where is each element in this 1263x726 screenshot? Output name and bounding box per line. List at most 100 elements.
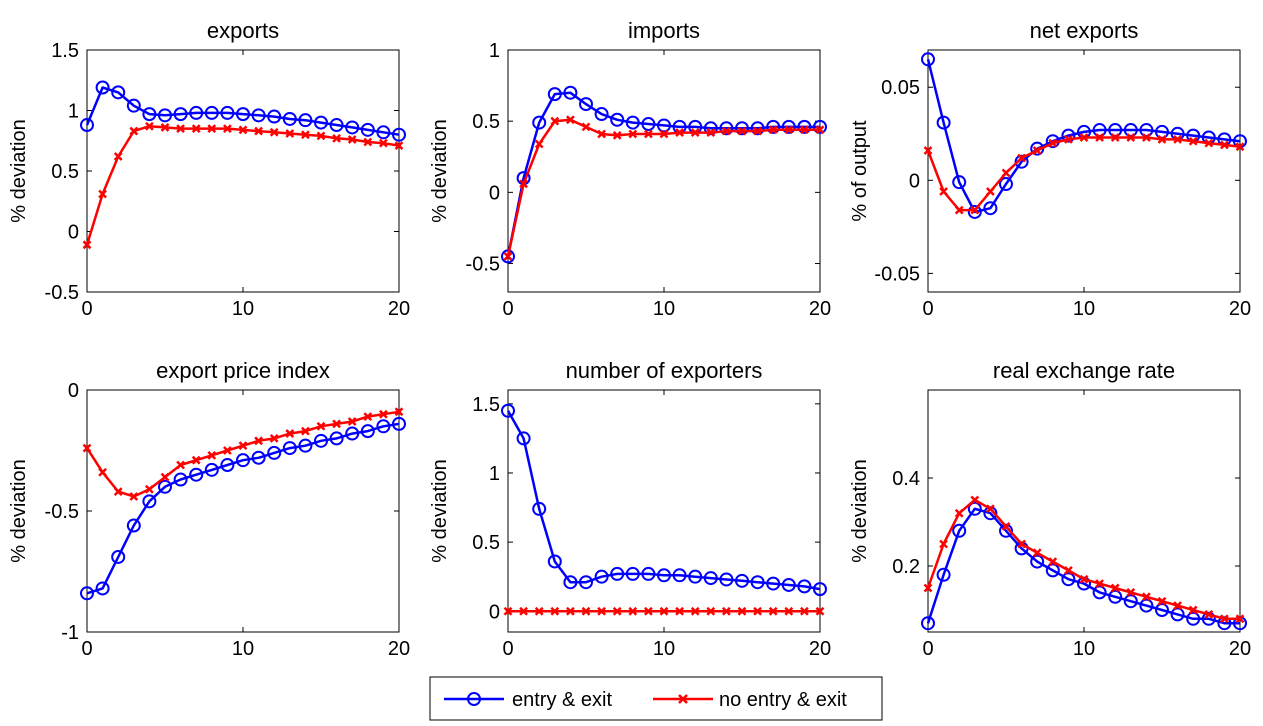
data-point [394,407,404,417]
data-point [1188,605,1198,615]
y-tick-label: 0.5 [472,532,500,554]
legend-entry-2: no entry & exit [653,689,847,711]
data-point [363,137,373,147]
data-point [314,115,328,130]
data-point [1001,522,1011,531]
x-tick-label: 0 [922,638,933,660]
data-point [1139,598,1154,613]
y-tick-label: -0.05 [874,263,920,285]
data-point [207,124,217,134]
data-point [126,98,141,113]
data-point [719,572,734,587]
y-tick-label: 0.2 [892,556,920,578]
data-point [392,416,406,431]
plot-area [86,389,400,633]
y-tick-label: 0.05 [881,77,920,99]
x-tick-label: 10 [653,638,675,660]
data-point [332,419,341,429]
data-point [815,606,825,616]
x-tick-label: 20 [1229,638,1251,660]
legend-label-1: entry & exit [512,689,612,711]
data-point [1220,140,1229,150]
y-axis-label: % of output [849,120,871,222]
data-point [657,118,671,133]
data-point [628,129,638,139]
data-point [145,484,154,494]
x-tick-label: 20 [388,638,410,660]
data-point [238,441,248,451]
data-point [345,120,360,135]
subplot-6: real exchange rate % deviation 0 10 20 0.2 0.4 [849,358,1251,660]
data-point [921,616,935,631]
data-point [363,412,373,422]
y-tick-label: 1.5 [472,394,500,416]
y-tick-label: 1 [68,101,79,123]
data-point [800,606,809,616]
data-point [345,426,360,441]
x-tick-label: 10 [653,298,675,320]
data-point [641,117,656,132]
data-point [737,126,747,136]
chart-title: exports [207,18,279,43]
data-point [610,566,625,581]
data-point [207,450,217,460]
data-point [1204,610,1214,619]
data-point [1110,133,1120,142]
data-point [173,472,188,487]
subplot-4: export price index % deviation 0 10 20 -1 -0.5… [8,358,410,660]
data-point [1014,154,1029,169]
legend-label-2: no entry & exit [719,689,847,711]
data-point [784,606,794,616]
x-tick-label: 10 [232,638,254,660]
chart-title: net exports [1030,18,1139,43]
series-no-entry-exit [82,121,404,250]
data-point [768,125,778,135]
data-point [95,80,110,95]
data-point [316,421,326,431]
data-point [753,126,762,136]
data-point [95,581,110,596]
data-point [547,554,562,569]
data-point [921,52,935,67]
data-point [223,446,232,455]
data-point [986,504,995,514]
data-point [534,606,544,616]
data-point [936,115,951,130]
data-point [129,492,139,501]
series-entry-exit [501,403,827,597]
data-point [597,129,606,139]
data-point [815,125,825,135]
data-point [659,606,669,616]
data-point [176,460,185,470]
data-point [503,606,513,616]
chart-title: number of exporters [566,358,763,383]
data-point [550,606,560,616]
data-point [534,139,544,149]
data-point [1157,596,1167,606]
data-point [516,431,531,446]
series-no-entry-exit [923,495,1245,624]
x-tick-label: 10 [1073,638,1095,660]
data-point [675,606,684,616]
data-point [160,472,170,482]
data-point [657,568,671,583]
data-point [269,127,279,137]
y-tick-label: 1 [489,40,500,62]
y-axis-label: % deviation [849,459,871,562]
y-tick-label: 0.5 [472,111,500,133]
data-point [672,568,687,583]
x-tick-label: 20 [809,298,831,320]
data-point [644,129,653,139]
series-no-entry-exit [923,133,1245,215]
data-point [80,586,94,601]
data-point [967,204,982,219]
data-point [347,135,357,144]
chart-title: imports [628,18,700,43]
data-point [204,462,219,477]
data-point [191,124,201,134]
data-point [594,107,609,122]
y-axis-label: % deviation [8,119,30,222]
y-tick-label: 0 [489,601,500,623]
